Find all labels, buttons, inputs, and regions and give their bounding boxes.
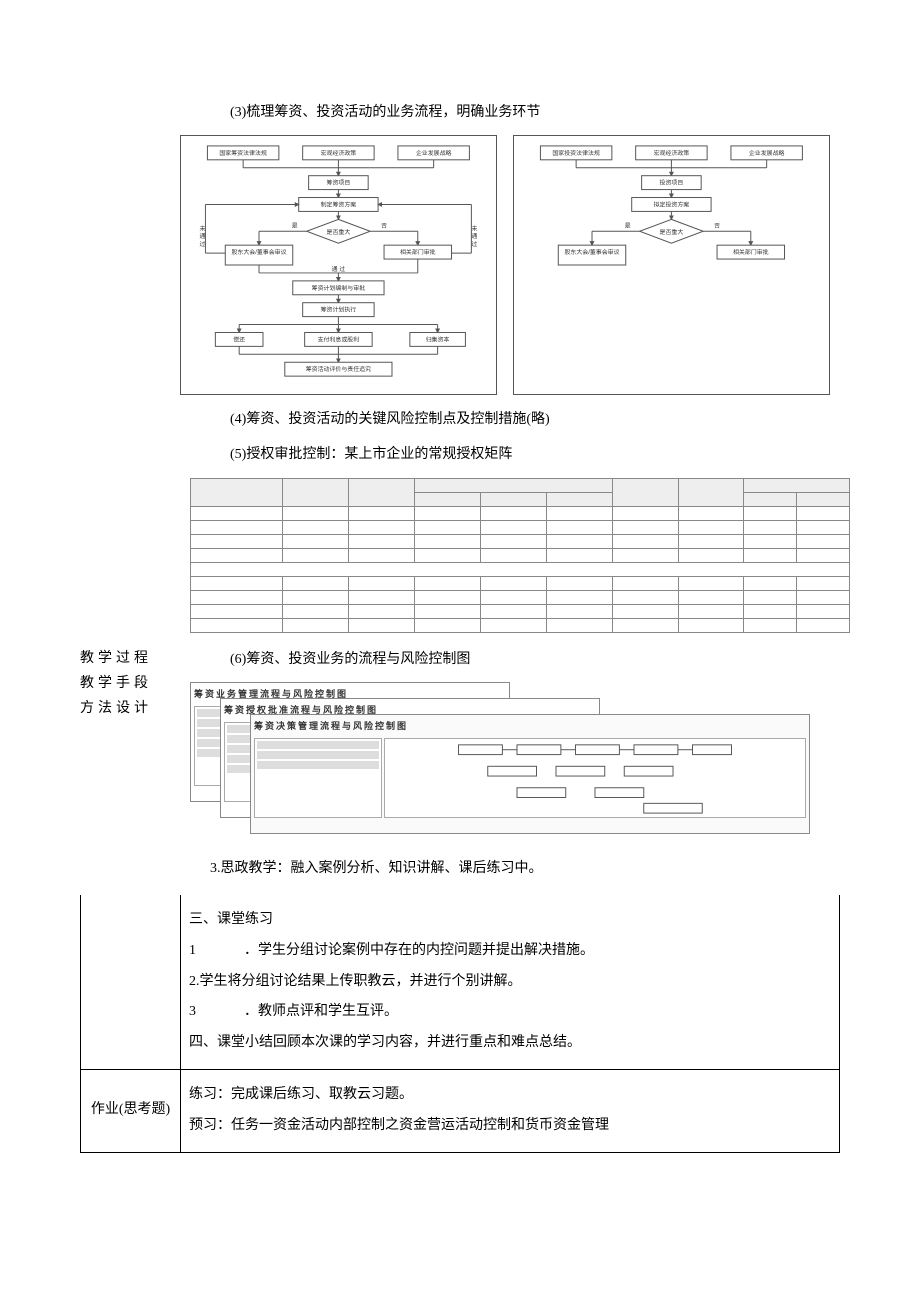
svg-text:企业发展战略: 企业发展战略 — [416, 149, 452, 157]
svg-text:是: 是 — [625, 222, 631, 229]
svg-text:相关部门审批: 相关部门审批 — [733, 248, 769, 256]
svg-text:过: 过 — [199, 240, 205, 248]
svg-text:是否重大: 是否重大 — [659, 228, 683, 236]
classroom-exercise-cell: 三、课堂练习 1．学生分组讨论案例中存在的内控问题并提出解决措施。 2.学生将分… — [181, 895, 840, 1069]
item-4-text: (4)筹资、投资活动的关键风险控制点及控制措施(略) — [180, 407, 840, 432]
svg-text:制定筹资方案: 制定筹资方案 — [321, 201, 357, 209]
svg-text:股东大会/董事会审议: 股东大会/董事会审议 — [231, 248, 286, 256]
svg-text:国家筹资法律法规: 国家筹资法律法规 — [219, 149, 267, 157]
svg-text:国家投资法律法规: 国家投资法律法规 — [552, 149, 600, 157]
content-column: (3)梳理筹资、投资活动的业务流程，明确业务环节 国家筹资法律法规 宏观经济政策… — [180, 100, 840, 887]
svg-text:拟定投资方案: 拟定投资方案 — [653, 201, 689, 209]
item-6-text: (6)筹资、投资业务的流程与风险控制图 — [180, 647, 840, 672]
svg-text:筹资计划执行: 筹资计划执行 — [321, 306, 357, 314]
exercise-item-3: 3．教师点评和学生互评。 — [189, 997, 831, 1028]
item-3-text: (3)梳理筹资、投资活动的业务流程，明确业务环节 — [180, 100, 840, 125]
svg-text:未: 未 — [199, 224, 205, 232]
svg-text:筹资活动评价与责任追究: 筹资活动评价与责任追究 — [306, 365, 371, 373]
svg-text:筹资计划编制与审批: 筹资计划编制与审批 — [312, 284, 366, 292]
svg-text:是: 是 — [292, 222, 298, 229]
exercise-item-2: 2.学生将分组讨论结果上传职教云，并进行个别讲解。 — [189, 967, 831, 998]
homework-line-2: 预习：任务一资金活动内部控制之资金营运活动控制和货币资金管理 — [189, 1111, 831, 1142]
exercise-item-1: 1．学生分组讨论案例中存在的内控问题并提出解决措施。 — [189, 936, 831, 967]
svg-text:通: 通 — [199, 232, 205, 240]
svg-text:相关部门审批: 相关部门审批 — [400, 248, 436, 256]
svg-text:否: 否 — [381, 222, 387, 229]
homework-content: 练习：完成课后练习、取教云习题。 预习：任务一资金活动内部控制之资金营运活动控制… — [181, 1069, 840, 1152]
flowchart-financing: 国家筹资法律法规 宏观经济政策 企业发展战略 筹资项目 制定筹资方案 是否重大 … — [180, 135, 497, 395]
lower-left-empty — [81, 895, 181, 1069]
svg-text:宏观经济政策: 宏观经济政策 — [321, 149, 357, 157]
svg-text:股东大会/董事会审议: 股东大会/董事会审议 — [564, 248, 619, 256]
left-label-column: 教学过程 教学手段 方法设计 — [80, 100, 180, 887]
left-label-3: 方法设计 — [80, 696, 180, 721]
item-5-text: (5)授权审批控制：某上市企业的常规授权矩阵 — [180, 442, 840, 467]
left-label-2: 教学手段 — [80, 671, 180, 696]
flowchart-investment: 国家投资法律法规 宏观经济政策 企业发展战略 投资项目 拟定投资方案 是否重大 … — [513, 135, 830, 395]
section-4-title: 四、课堂小结回顾本次课的学习内容，并进行重点和难点总结。 — [189, 1028, 831, 1059]
flowchart-row: 国家筹资法律法规 宏观经济政策 企业发展战略 筹资项目 制定筹资方案 是否重大 … — [180, 135, 840, 395]
svg-text:企业发展战略: 企业发展战略 — [749, 149, 785, 157]
svg-text:筹资项目: 筹资项目 — [327, 179, 351, 187]
section-3-title: 三、课堂练习 — [189, 905, 831, 936]
svg-text:否: 否 — [714, 222, 720, 229]
lower-table: 三、课堂练习 1．学生分组讨论案例中存在的内控问题并提出解决措施。 2.学生将分… — [80, 895, 840, 1153]
svg-text:宏观经济政策: 宏观经济政策 — [653, 149, 689, 157]
homework-line-1: 练习：完成课后练习、取教云习题。 — [189, 1080, 831, 1111]
homework-label: 作业(思考题) — [81, 1069, 181, 1152]
authorization-matrix — [190, 478, 850, 633]
sizheng-text: 3.思政教学：融入案例分析、知识讲解、课后练习中。 — [180, 856, 840, 881]
svg-text:过: 过 — [471, 240, 477, 248]
svg-text:偿还: 偿还 — [233, 336, 245, 344]
svg-text:支付利息或股利: 支付利息或股利 — [318, 336, 360, 344]
svg-text:通: 通 — [471, 232, 477, 240]
svg-text:投资项目: 投资项目 — [659, 179, 683, 187]
svg-text:通 过: 通 过 — [332, 265, 346, 273]
left-label-1: 教学过程 — [80, 646, 180, 671]
svg-text:未: 未 — [471, 224, 477, 232]
svg-text:是否重大: 是否重大 — [327, 228, 351, 236]
process-chart-3: 筹资决策管理流程与风险控制图 — [250, 714, 810, 834]
svg-text:归集资本: 归集资本 — [426, 336, 450, 344]
process-risk-charts: 筹资业务管理流程与风险控制图 筹资授权批准流程与风险控制图 筹资决策管理流程与风… — [190, 682, 840, 842]
main-layout: 教学过程 教学手段 方法设计 (3)梳理筹资、投资活动的业务流程，明确业务环节 … — [80, 100, 840, 887]
